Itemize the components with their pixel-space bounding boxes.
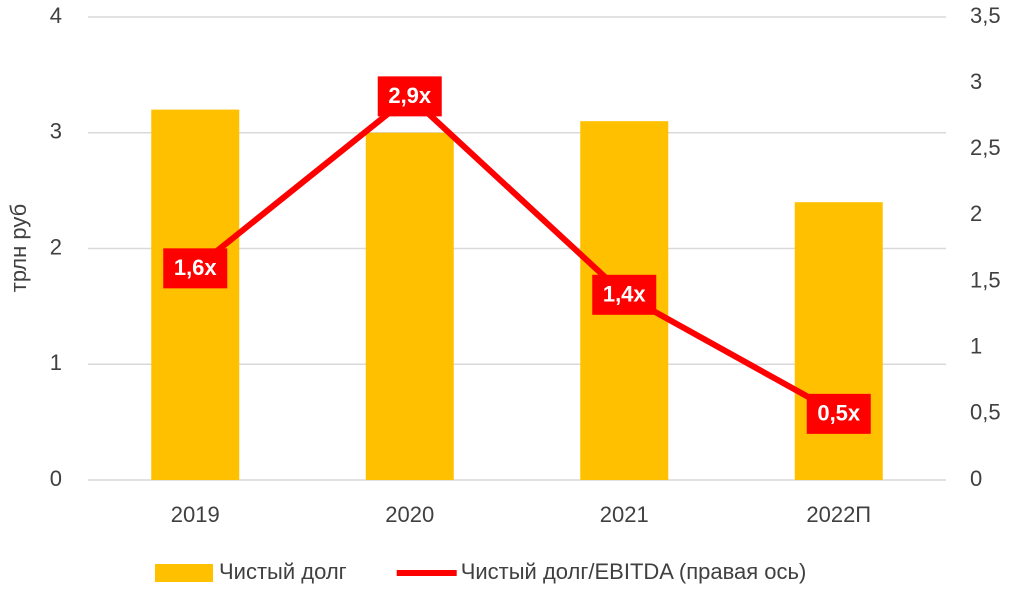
- y2-tick-label: 3: [970, 69, 982, 94]
- bar: [151, 109, 240, 480]
- y-tick-label: 1: [50, 350, 62, 375]
- y-tick-label: 3: [50, 119, 62, 144]
- x-tick-label: 2022П: [806, 502, 871, 527]
- y-axis-title: трлн руб: [6, 204, 31, 293]
- x-tick-label: 2020: [385, 502, 434, 527]
- data-label-box: [163, 248, 228, 289]
- y-tick-label: 2: [50, 234, 62, 259]
- data-label-box: [592, 274, 657, 315]
- y2-tick-label: 0: [970, 466, 982, 491]
- y2-tick-label: 3,5: [970, 3, 1001, 28]
- x-tick-label: 2019: [171, 502, 220, 527]
- legend-label: Чистый долг/EBITDA (правая ось): [461, 559, 807, 584]
- data-label: 0,5x: [817, 401, 861, 426]
- bar: [794, 202, 883, 480]
- data-label-box: [377, 76, 442, 117]
- legend-label: Чистый долг: [219, 559, 347, 584]
- data-label-box: [806, 393, 871, 434]
- y2-tick-label: 2: [970, 201, 982, 226]
- y-tick-label: 0: [50, 466, 62, 491]
- y2-tick-label: 1,5: [970, 267, 1001, 292]
- y2-tick-label: 2,5: [970, 135, 1001, 160]
- data-label: 2,9x: [388, 83, 432, 108]
- y2-tick-label: 1: [970, 334, 982, 359]
- data-label: 1,6x: [174, 255, 218, 280]
- data-label: 1,4x: [603, 282, 647, 307]
- bar: [365, 132, 454, 480]
- y2-tick-label: 0,5: [970, 400, 1001, 425]
- y-tick-label: 4: [50, 3, 62, 28]
- legend-swatch: [155, 564, 213, 582]
- line: [193, 93, 841, 417]
- x-tick-label: 2021: [600, 502, 649, 527]
